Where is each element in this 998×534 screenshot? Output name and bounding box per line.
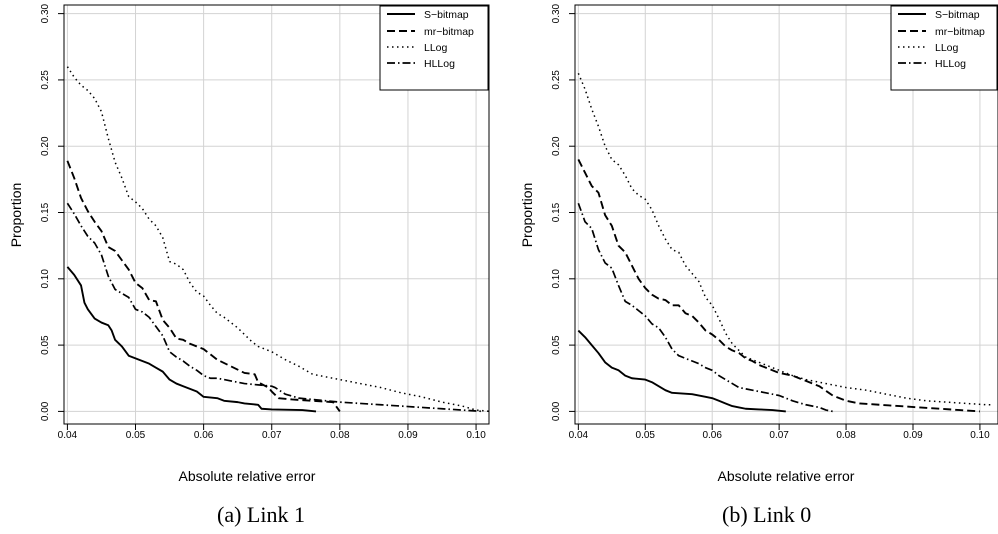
x-axis: 0.04 0.05 0.06 0.07 0.08 0.09 0.10 bbox=[58, 424, 486, 441]
y-tick-label: 0.00 bbox=[551, 401, 562, 421]
x-tick-label: 0.06 bbox=[702, 430, 722, 441]
y-tick-label: 0.25 bbox=[551, 70, 562, 90]
y-tick-label: 0.05 bbox=[551, 335, 562, 355]
x-tick-label: 0.09 bbox=[398, 430, 418, 441]
y-axis-label: Proportion bbox=[519, 183, 535, 248]
plot-frame bbox=[63, 4, 490, 425]
x-tick-label: 0.07 bbox=[769, 430, 789, 441]
legend-label: S−bitmap bbox=[935, 9, 980, 21]
y-tick-label: 0.30 bbox=[551, 3, 562, 23]
plot-frame bbox=[574, 4, 998, 425]
legend-label: HLLog bbox=[935, 58, 966, 70]
x-axis-label: Absolute relative error bbox=[179, 468, 316, 484]
legend: S−bitmap mr−bitmap LLog HLLog bbox=[379, 5, 489, 91]
y-tick-label: 0.20 bbox=[40, 136, 51, 156]
legend-label: LLog bbox=[424, 42, 448, 54]
y-tick-label: 0.20 bbox=[551, 136, 562, 156]
y-tick-label: 0.15 bbox=[40, 202, 51, 222]
y-axis: 0.00 0.05 0.10 0.15 0.20 0.25 0.30 bbox=[40, 3, 64, 421]
legend-label: HLLog bbox=[424, 58, 455, 70]
series-line-mrbitmap bbox=[66, 160, 341, 412]
x-axis: 0.04 0.05 0.06 0.07 0.08 0.09 0.10 bbox=[569, 424, 990, 441]
x-tick-label: 0.08 bbox=[836, 430, 856, 441]
legend-label: LLog bbox=[935, 42, 959, 54]
y-tick-label: 0.00 bbox=[40, 401, 51, 421]
series-line-llog bbox=[577, 72, 994, 406]
legend-label: mr−bitmap bbox=[424, 26, 474, 38]
series-lines bbox=[577, 72, 994, 413]
y-tick-label: 0.10 bbox=[40, 269, 51, 289]
caption: (a) Link 1 bbox=[217, 502, 305, 527]
y-tick-label: 0.30 bbox=[40, 3, 51, 23]
y-tick-label: 0.05 bbox=[40, 335, 51, 355]
legend-label: S−bitmap bbox=[424, 9, 469, 21]
x-axis-label: Absolute relative error bbox=[718, 468, 855, 484]
y-axis: 0.00 0.05 0.10 0.15 0.20 0.25 0.30 bbox=[551, 3, 575, 421]
x-tick-label: 0.09 bbox=[903, 430, 923, 441]
x-tick-label: 0.05 bbox=[126, 430, 146, 441]
legend-box bbox=[379, 5, 489, 91]
x-tick-label: 0.06 bbox=[194, 430, 214, 441]
legend-box bbox=[890, 5, 998, 91]
y-axis-label: Proportion bbox=[8, 183, 24, 248]
x-tick-label: 0.04 bbox=[569, 430, 589, 441]
y-tick-label: 0.25 bbox=[40, 70, 51, 90]
legend-label: mr−bitmap bbox=[935, 26, 985, 38]
x-tick-label: 0.10 bbox=[970, 430, 990, 441]
x-tick-label: 0.10 bbox=[466, 430, 486, 441]
series-line-sbitmap bbox=[66, 266, 317, 413]
series-line-hllog bbox=[66, 202, 483, 413]
x-tick-label: 0.07 bbox=[262, 430, 282, 441]
legend: S−bitmap mr−bitmap LLog HLLog bbox=[890, 5, 998, 91]
y-tick-label: 0.10 bbox=[551, 269, 562, 289]
y-tick-label: 0.15 bbox=[551, 202, 562, 222]
chart-link-1: 0.000.050.100.150.200.250.30 0.04 0.05 0.0… bbox=[8, 3, 490, 527]
caption: (b) Link 0 bbox=[722, 502, 811, 527]
series-lines bbox=[66, 66, 489, 413]
series-line-llog bbox=[66, 66, 489, 413]
series-line-mrbitmap bbox=[577, 159, 980, 413]
chart-link-0: 0.000.050.100.150.200.250.30 0.04 0.05 0.0… bbox=[519, 3, 998, 527]
series-line-hllog bbox=[577, 202, 833, 413]
x-tick-label: 0.04 bbox=[58, 430, 78, 441]
x-tick-label: 0.05 bbox=[636, 430, 656, 441]
series-line-sbitmap bbox=[577, 329, 786, 413]
x-tick-label: 0.08 bbox=[330, 430, 350, 441]
